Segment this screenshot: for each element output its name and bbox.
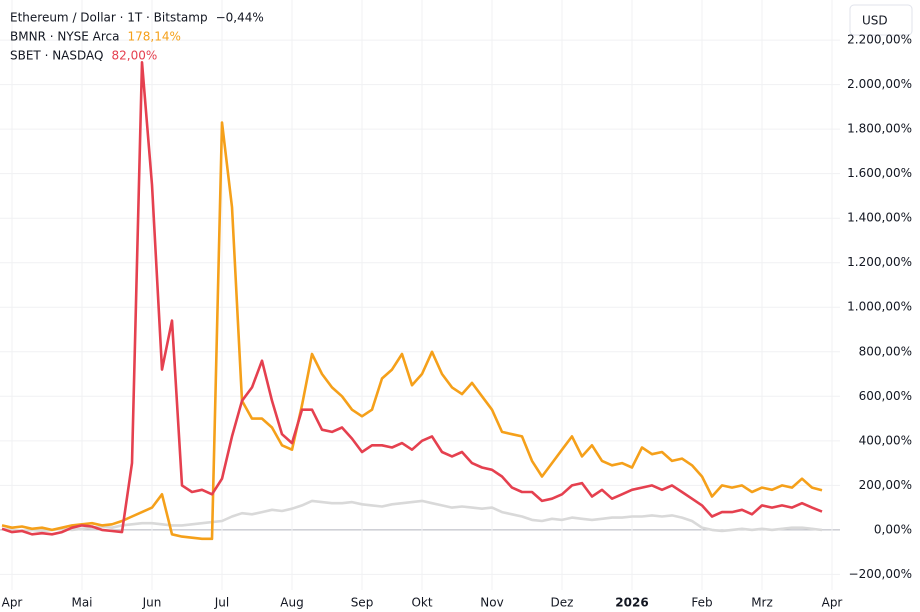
y-tick-label: 600,00% bbox=[859, 389, 912, 403]
x-tick-label: Nov bbox=[480, 596, 503, 610]
y-tick-label: 400,00% bbox=[859, 433, 912, 447]
x-tick-label: Apr bbox=[822, 596, 843, 610]
x-tick-label: Jul bbox=[214, 596, 229, 610]
x-tick-label: Feb bbox=[691, 596, 712, 610]
legend-name: BMNR · NYSE Arca bbox=[10, 30, 120, 44]
y-tick-label: 1.600,00% bbox=[847, 166, 912, 180]
y-tick-label: 2.000,00% bbox=[847, 77, 912, 91]
series-line bbox=[1, 61, 823, 536]
legend-name: Ethereum / Dollar · 1T · Bitstamp bbox=[10, 11, 208, 25]
x-tick-label: Sep bbox=[351, 596, 374, 610]
x-tick-label: Mai bbox=[71, 596, 92, 610]
y-tick-label: −200,00% bbox=[849, 567, 912, 581]
legend-value: 178,14% bbox=[128, 30, 181, 44]
x-tick-label: 2026 bbox=[615, 596, 648, 610]
x-tick-label: Okt bbox=[411, 596, 432, 610]
currency-box[interactable] bbox=[849, 4, 913, 36]
legend-value: −0,44% bbox=[216, 11, 264, 25]
x-tick-label: Apr bbox=[2, 596, 23, 610]
x-tick-label: Aug bbox=[280, 596, 303, 610]
y-tick-label: 1.000,00% bbox=[847, 300, 912, 314]
x-tick-label: Mrz bbox=[751, 596, 773, 610]
series-line bbox=[1, 121, 823, 541]
currency-label[interactable]: USD bbox=[862, 14, 888, 28]
y-tick-label: 800,00% bbox=[859, 344, 912, 358]
y-tick-label: 2.200,00% bbox=[847, 33, 912, 47]
series-line bbox=[1, 499, 823, 533]
legend-name: SBET · NASDAQ bbox=[10, 49, 103, 63]
y-tick-label: 1.400,00% bbox=[847, 211, 912, 225]
y-tick-label: 200,00% bbox=[859, 478, 912, 492]
legend-value: 82,00% bbox=[111, 49, 157, 63]
x-tick-label: Jun bbox=[142, 596, 162, 610]
y-tick-label: 0,00% bbox=[874, 522, 912, 536]
y-tick-label: 1.800,00% bbox=[847, 122, 912, 136]
x-tick-label: Dez bbox=[551, 596, 574, 610]
y-tick-label: 1.200,00% bbox=[847, 255, 912, 269]
